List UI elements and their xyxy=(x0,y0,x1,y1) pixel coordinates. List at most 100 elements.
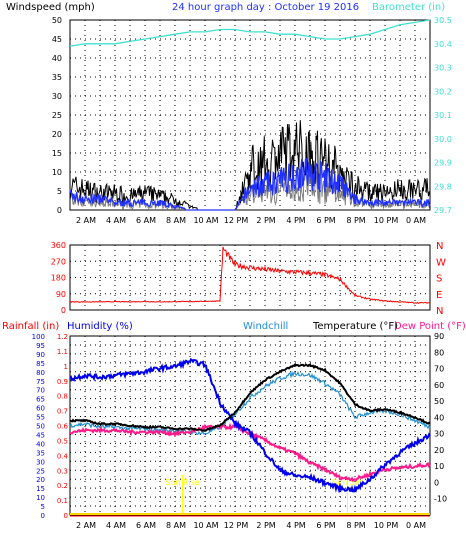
rainfall-tick-label: 0.7 xyxy=(57,408,68,416)
time-tick-label: 2 PM xyxy=(256,521,275,530)
rainfall-tick-label: 1.2 xyxy=(57,333,68,341)
temperature-tick-label: 10 xyxy=(434,462,444,471)
time-tick-label: 0 AM xyxy=(406,521,426,530)
barometer-tick-label: 30.0 xyxy=(434,135,452,144)
humidity-tick-label: 45 xyxy=(36,431,45,439)
windspeed-tick-label: 45 xyxy=(52,35,62,44)
temperature-series xyxy=(69,363,431,433)
chart-title: 24 hour graph day : October 19 2016 xyxy=(172,2,359,13)
humidity-tick-label: 40 xyxy=(36,440,45,448)
humidity-tick-label: 50 xyxy=(36,423,45,431)
humidity-tick-label: 10 xyxy=(36,494,45,502)
time-tick-label: 12 PM xyxy=(224,521,249,530)
temperature-tick-label: 0 xyxy=(434,478,439,487)
time-tick-label: 6 AM xyxy=(136,216,156,225)
rainfall-tick-label: 1.1 xyxy=(57,348,68,356)
compass-label: N xyxy=(436,306,443,317)
humidity-tick-label: 35 xyxy=(36,449,45,457)
temperature-tick-label: 70 xyxy=(434,365,444,374)
time-tick-label: 2 AM xyxy=(76,216,96,225)
barometer-tick-label: 30.1 xyxy=(434,111,452,120)
rainfall-tick-label: 0 xyxy=(64,512,68,520)
barometer-tick-label: 29.8 xyxy=(434,182,452,191)
humidity-tick-label: 30 xyxy=(36,458,45,466)
time-tick-label: 10 PM xyxy=(374,521,399,530)
time-tick-label: 8 PM xyxy=(346,216,365,225)
time-tick-label: 2 AM xyxy=(76,521,96,530)
temperature-tick-label: 60 xyxy=(434,381,444,390)
dewpoint-axis-label: Dew Point (°F) xyxy=(394,321,466,332)
direction-tick-label: 360 xyxy=(51,241,66,250)
time-tick-label: 8 AM xyxy=(166,216,186,225)
compass-label: N xyxy=(436,241,443,252)
humidity-tick-label: 55 xyxy=(36,414,45,422)
humidity-tick-label: 25 xyxy=(36,467,45,475)
humidity-tick-label: 95 xyxy=(36,342,45,350)
compass-label: S xyxy=(436,274,442,285)
humidity-tick-label: 70 xyxy=(36,387,45,395)
rainfall-tick-label: 0.5 xyxy=(57,437,68,445)
wind-direction-series xyxy=(69,246,430,304)
rainfall-tick-label: 1 xyxy=(64,363,68,371)
humidity-tick-label: 20 xyxy=(36,476,45,484)
compass-label: W xyxy=(436,257,446,268)
humidity-tick-label: 75 xyxy=(36,378,45,386)
barometer-tick-label: 30.3 xyxy=(434,64,452,73)
plot-layer: 0510152025303540455029.729.829.930.030.1… xyxy=(32,16,452,530)
humidity-tick-label: 15 xyxy=(36,485,45,493)
time-tick-label: 4 AM xyxy=(106,216,126,225)
time-tick-label: 10 AM xyxy=(193,521,218,530)
time-tick-label: 4 PM xyxy=(286,521,305,530)
sunset-label: Sun Set xyxy=(332,478,363,487)
windchill-label: Windchill xyxy=(243,321,288,332)
rainfall-tick-label: 0.3 xyxy=(57,467,68,475)
time-tick-label: 10 PM xyxy=(374,216,399,225)
barometer-tick-label: 30.5 xyxy=(434,16,452,25)
rainfall-tick-label: 0.2 xyxy=(57,482,68,490)
time-tick-label: 2 PM xyxy=(256,216,275,225)
humidity-tick-label: 90 xyxy=(36,351,45,359)
time-tick-label: 0 AM xyxy=(406,216,426,225)
windspeed-tick-label: 25 xyxy=(52,111,62,120)
time-tick-label: 6 AM xyxy=(136,521,156,530)
rainfall-axis-label: Rainfall (in) xyxy=(2,321,59,332)
humidity-tick-label: 100 xyxy=(32,333,45,341)
humidity-tick-label: 0 xyxy=(41,512,45,520)
humidity-series xyxy=(69,357,431,494)
wind-gust-series xyxy=(69,120,431,211)
barometer-series xyxy=(69,19,431,47)
barometer-tick-label: 29.7 xyxy=(434,206,452,215)
temperature-tick-label: -10 xyxy=(434,495,447,504)
time-tick-label: 8 PM xyxy=(346,521,365,530)
direction-tick-label: 270 xyxy=(51,257,66,266)
humidity-tick-label: 60 xyxy=(36,405,45,413)
temperature-axis-label: Temperature (°F) xyxy=(312,321,398,332)
rainfall-tick-label: 0.8 xyxy=(57,393,68,401)
time-tick-label: 6 PM xyxy=(316,216,335,225)
time-tick-label: 10 AM xyxy=(193,216,218,225)
rainfall-tick-label: 0.1 xyxy=(57,497,68,505)
windspeed-tick-label: 50 xyxy=(52,16,62,25)
rainfall-tick-label: 0.4 xyxy=(57,452,69,460)
barometer-tick-label: 29.9 xyxy=(434,159,452,168)
temperature-tick-label: 50 xyxy=(434,397,444,406)
barometer-axis-label: Barometer (in) xyxy=(372,2,445,13)
time-tick-label: 8 AM xyxy=(166,521,186,530)
temperature-tick-label: 80 xyxy=(434,348,444,357)
windspeed-tick-label: 0 xyxy=(57,206,62,215)
temperature-tick-label: 40 xyxy=(434,413,444,422)
rainfall-tick-label: 0.6 xyxy=(57,423,69,431)
windspeed-axis-label: Windspeed (mph) xyxy=(6,2,95,13)
windspeed-tick-label: 15 xyxy=(52,149,62,158)
temperature-tick-label: 30 xyxy=(434,430,444,439)
temperature-tick-label: 90 xyxy=(434,332,444,341)
barometer-tick-label: 30.2 xyxy=(434,87,452,96)
windspeed-tick-label: 30 xyxy=(52,92,62,101)
humidity-tick-label: 85 xyxy=(36,360,45,368)
windspeed-tick-label: 20 xyxy=(52,130,62,139)
time-tick-label: 6 PM xyxy=(316,521,335,530)
humidity-tick-label: 5 xyxy=(41,503,45,511)
windspeed-tick-label: 10 xyxy=(52,168,62,177)
compass-label: E xyxy=(436,290,442,301)
